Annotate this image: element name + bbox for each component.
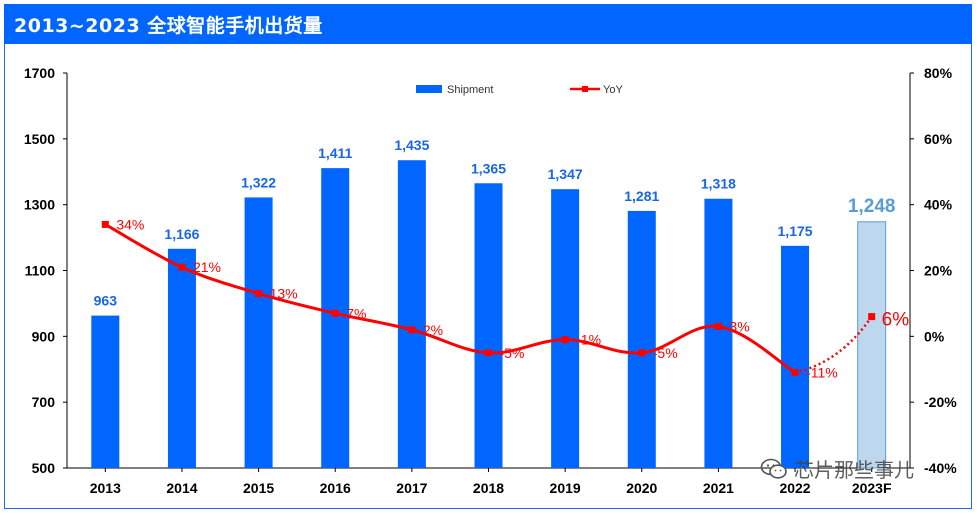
y-right-tick-label: 60% <box>924 131 953 147</box>
y-right-tick-label: -40% <box>924 460 957 476</box>
bar-label-2022: 1,175 <box>778 223 813 239</box>
watermark: 芯片那些事儿 <box>760 454 914 483</box>
bar-label-2018: 1,365 <box>471 160 506 176</box>
yoy-point-2015 <box>255 290 263 298</box>
yoy-point-2016 <box>331 309 339 317</box>
bar-label-2015: 1,322 <box>241 174 276 190</box>
yoy-label-2016: 7% <box>346 305 366 321</box>
yoy-label-2017: 2% <box>423 322 443 338</box>
legend-label-yoy: YoY <box>603 84 623 96</box>
wechat-icon <box>760 458 787 479</box>
title-bar: 2013~2023 全球智能手机出货量 <box>4 4 972 44</box>
bar-label-2021: 1,318 <box>701 176 736 192</box>
y-left-tick-label: 1700 <box>24 65 55 81</box>
yoy-point-2019 <box>561 336 569 344</box>
x-tick-label: 2017 <box>396 480 427 496</box>
bar-2019 <box>551 189 580 468</box>
legend-marker-yoy <box>582 86 588 92</box>
bar-2015 <box>244 197 273 469</box>
yoy-label-2015: 13% <box>270 286 298 302</box>
x-tick-label: 2022 <box>779 480 810 496</box>
x-tick-label: 2015 <box>243 480 274 496</box>
yoy-label-2023F: 6% <box>882 310 910 331</box>
yoy-label-2021: 3% <box>729 318 749 334</box>
yoy-point-2017 <box>408 326 416 334</box>
yoy-point-2014 <box>178 263 186 271</box>
legend-label-shipment: Shipment <box>447 84 493 96</box>
bar-label-2016: 1,411 <box>318 145 352 161</box>
y-right-tick-label: 80% <box>924 65 953 81</box>
yoy-point-2013 <box>101 220 109 228</box>
y-left-tick-label: 1500 <box>24 131 55 147</box>
x-tick-label: 2020 <box>626 480 657 496</box>
yoy-label-2014: 21% <box>193 259 221 275</box>
bar-2022 <box>781 245 810 468</box>
x-tick-label: 2014 <box>166 480 197 496</box>
x-tick-label: 2013 <box>90 480 121 496</box>
bar-2021 <box>704 198 733 468</box>
bar-2016 <box>321 168 350 469</box>
y-left-tick-label: 900 <box>32 328 56 344</box>
yoy-line <box>104 223 796 374</box>
yoy-line-forecast <box>794 315 873 374</box>
yoy-point-2023F <box>868 313 876 321</box>
y-right-tick-label: 20% <box>924 263 953 279</box>
bar-label-2023F: 1,248 <box>848 196 896 217</box>
y-right-tick-label: 0% <box>924 328 945 344</box>
watermark-text: 芯片那些事儿 <box>794 458 914 482</box>
y-right-tick-label: 40% <box>924 197 953 213</box>
y-left-tick-label: 700 <box>32 394 56 410</box>
bar-label-2013: 963 <box>94 293 118 309</box>
bar-label-2019: 1,347 <box>548 166 583 182</box>
bar-label-2017: 1,435 <box>394 137 429 153</box>
yoy-point-2021 <box>714 322 722 330</box>
yoy-label-2018: -5% <box>500 345 525 361</box>
x-tick-label: 2023F <box>852 480 892 496</box>
x-tick-label: 2019 <box>550 480 581 496</box>
yoy-label-2022: -11% <box>806 365 838 381</box>
bar-label-2020: 1,281 <box>624 188 659 204</box>
bar-2013 <box>91 315 120 468</box>
yoy-point-2020 <box>638 349 646 357</box>
y-left-tick-label: 1100 <box>25 263 56 279</box>
x-tick-label: 2016 <box>320 480 351 496</box>
yoy-label-2019: -1% <box>576 332 601 348</box>
bar-2014 <box>167 248 196 468</box>
y-right-tick-label: -20% <box>924 394 957 410</box>
x-tick-label: 2021 <box>703 480 734 496</box>
bar-2023F <box>857 221 887 469</box>
yoy-point-2022 <box>791 369 799 377</box>
y-left-tick-label: 1300 <box>24 197 55 213</box>
bar-2018 <box>474 183 503 469</box>
bar-label-2014: 1,166 <box>164 226 199 242</box>
yoy-label-2020: -5% <box>653 345 678 361</box>
y-left-tick-label: 500 <box>32 460 56 476</box>
bar-2020 <box>627 210 656 468</box>
yoy-label-2013: 34% <box>116 216 144 232</box>
yoy-point-2018 <box>485 349 492 357</box>
bar-2017 <box>397 160 426 468</box>
chart-title: 2013~2023 全球智能手机出货量 <box>14 14 323 37</box>
x-tick-label: 2018 <box>473 480 504 496</box>
legend-swatch-shipment <box>416 85 442 93</box>
